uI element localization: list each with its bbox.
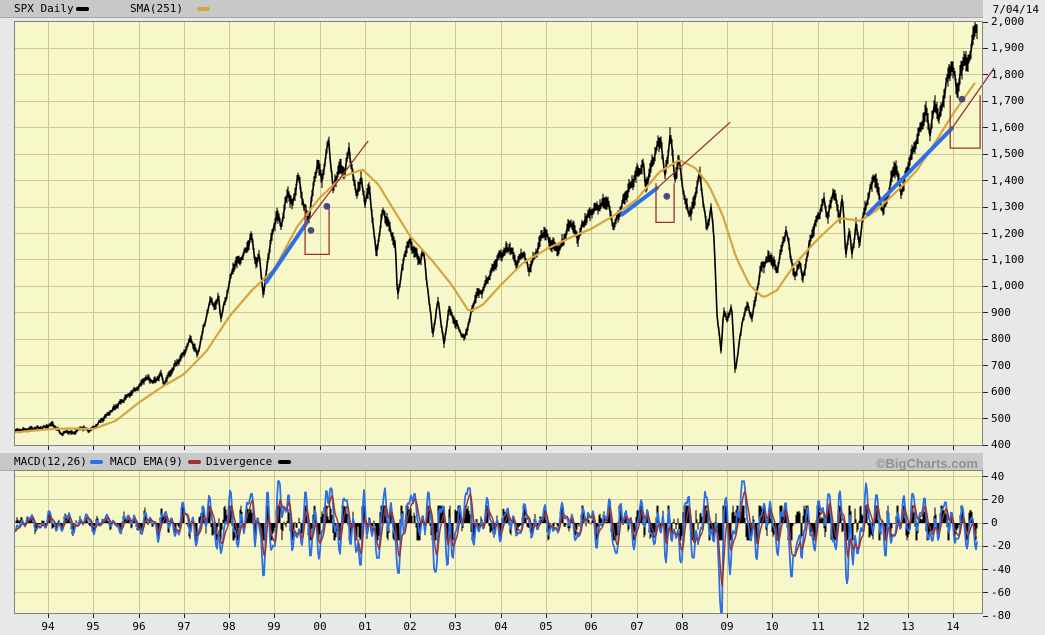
price-legend-bar: SPX Daily SMA(251)	[0, 0, 983, 18]
macd-legend-bar: MACD(12,26) MACD EMA(9) Divergence	[0, 453, 983, 471]
sma-label: SMA(251)	[130, 2, 183, 15]
divergence-label: Divergence	[206, 455, 273, 468]
macd-label: MACD(12,26)	[14, 455, 87, 468]
annotation-box	[304, 95, 981, 256]
axis-label-column	[983, 0, 1045, 635]
chart-date: 7/04/14	[992, 3, 1039, 16]
price-series-label: SPX Daily	[14, 2, 74, 15]
macd-ema-line	[14, 490, 978, 587]
macd-color-swatch-icon	[90, 460, 103, 464]
bigcharts-watermark: ©BigCharts.com	[875, 456, 978, 471]
trendline-blue	[264, 126, 954, 285]
sma-line	[14, 82, 976, 434]
macd-plot-area	[14, 470, 983, 614]
ema-color-swatch-icon	[188, 460, 201, 464]
plot-borders	[14, 21, 983, 614]
trendline-red	[306, 67, 995, 223]
price-color-swatch-icon	[76, 7, 89, 11]
annotation-dot	[307, 95, 966, 234]
axis-ticks	[48, 22, 988, 618]
divergence-color-swatch-icon	[278, 460, 291, 464]
gridlines	[15, 22, 982, 613]
macd-ema-label: MACD EMA(9)	[110, 455, 183, 468]
sma-color-swatch-icon	[197, 7, 210, 11]
x-axis-strip	[0, 614, 1045, 635]
